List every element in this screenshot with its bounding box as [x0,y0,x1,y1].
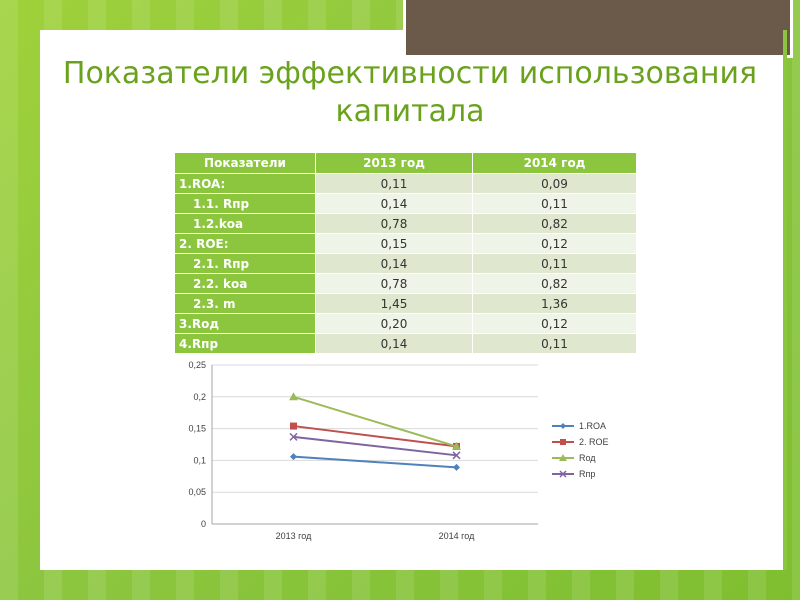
series-line [293,395,457,448]
data-point [290,453,297,461]
value-2013-cell: 0,14 [315,333,473,354]
table-header-row: Показатели 2013 год 2014 год [174,152,637,174]
row-label-cell: 3.Rод [174,313,316,334]
x-tick-label: 2014 год [439,531,475,541]
slide-title: Показатели эффективности использования к… [62,56,758,129]
table-header-cell: Показатели [174,152,316,174]
row-label-cell: 2.1. Rпр [174,253,316,274]
table-row: 3.Rод 0,20 0,12 [174,313,637,334]
legend-label: Rод [579,453,596,463]
value-2013-cell: 0,11 [315,173,473,194]
legend-label: Rпр [579,469,595,479]
y-tick-label: 0,15 [188,424,206,434]
y-tick-label: 0,2 [193,392,206,402]
series-line [293,435,457,457]
value-2014-cell: 0,82 [472,273,637,294]
y-tick-label: 0 [201,519,206,529]
value-2014-cell: 0,82 [472,213,637,234]
row-label-cell: 2.2. kоа [174,273,316,294]
legend-marker [560,423,566,429]
value-2014-cell: 0,12 [472,313,637,334]
table-header-cell: 2013 год [315,152,473,174]
table-row: 1.1. Rпр 0,14 0,11 [174,193,637,214]
legend-label: 2. ROE [579,437,609,447]
data-point [452,441,461,450]
data-point [453,463,460,471]
value-2014-cell: 0,11 [472,253,637,274]
data-point [290,422,297,430]
legend-label: 1.ROA [579,421,606,431]
y-tick-label: 0,05 [188,487,206,497]
value-2013-cell: 0,14 [315,193,473,214]
data-point [289,392,298,401]
x-tick-label: 2013 год [276,531,312,541]
table-row: 1.2.kоа 0,78 0,82 [174,213,637,234]
right-accent-line [783,30,787,570]
legend-marker [560,439,566,445]
row-label-cell: 1.2.kоа [174,213,316,234]
row-label-cell: 2.3. m [174,293,316,314]
value-2013-cell: 0,78 [315,213,473,234]
value-2013-cell: 1,45 [315,293,473,314]
legend-marker [559,470,567,478]
value-2013-cell: 0,14 [315,253,473,274]
table-row: 1.ROA: 0,11 0,09 [174,173,637,194]
value-2014-cell: 0,09 [472,173,637,194]
row-label-cell: 1.1. Rпр [174,193,316,214]
legend-marker [559,454,567,461]
value-2013-cell: 0,78 [315,273,473,294]
metrics-table: Показатели 2013 год 2014 год 1.ROA: 0,11 0… [174,152,637,354]
value-2014-cell: 1,36 [472,293,637,314]
value-2013-cell: 0,15 [315,233,473,254]
table-row: 2.1. Rпр 0,14 0,11 [174,253,637,274]
row-label-cell: 1.ROA: [174,173,316,194]
row-label-cell: 4.Rпр [174,333,316,354]
series-line [293,455,457,469]
table-header-cell: 2014 год [472,152,637,174]
y-tick-label: 0,25 [188,360,206,370]
value-2014-cell: 0,12 [472,233,637,254]
data-point [452,451,461,460]
top-decor-tab [403,0,793,58]
value-2014-cell: 0,11 [472,193,637,214]
value-2013-cell: 0,20 [315,313,473,334]
series-line [293,425,457,448]
line-chart: 0,25 0,2 0,15 0,1 0,05 0 2013 год 2014 год 1.ROA… [188,360,609,541]
table-row: 2.2. kоа 0,78 0,82 [174,273,637,294]
data-point [289,432,298,441]
row-label-cell: 2. ROE: [174,233,316,254]
value-2014-cell: 0,11 [472,333,637,354]
y-tick-label: 0,1 [193,455,206,465]
table-row: 2. ROE: 0,15 0,12 [174,233,637,254]
table-row: 2.3. m 1,45 1,36 [174,293,637,314]
table-row: 4.Rпр 0,14 0,11 [174,333,637,354]
